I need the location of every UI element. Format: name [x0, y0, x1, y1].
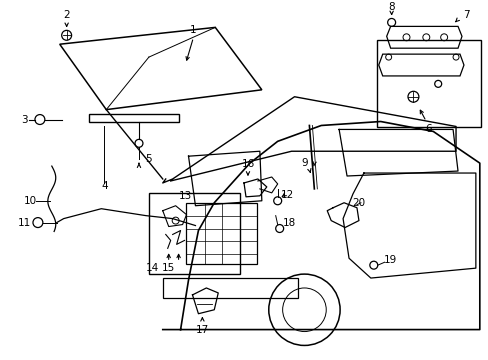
Text: 13: 13 — [179, 191, 192, 201]
Text: 5: 5 — [145, 154, 152, 164]
Text: 18: 18 — [283, 217, 296, 228]
Text: 1: 1 — [190, 25, 196, 35]
Text: 19: 19 — [383, 255, 396, 265]
Text: 16: 16 — [241, 159, 254, 169]
Text: 12: 12 — [281, 190, 294, 200]
Text: 2: 2 — [63, 10, 70, 21]
Text: 20: 20 — [352, 198, 365, 208]
Text: 3: 3 — [20, 114, 27, 125]
Text: 14: 14 — [146, 263, 159, 273]
Text: 17: 17 — [195, 325, 208, 334]
Bar — [148, 193, 240, 274]
Text: 9: 9 — [301, 158, 307, 168]
Text: 4: 4 — [101, 181, 107, 191]
Text: 8: 8 — [387, 1, 394, 12]
Text: 11: 11 — [18, 217, 31, 228]
Text: 7: 7 — [462, 9, 468, 19]
Text: 15: 15 — [162, 263, 175, 273]
Text: 6: 6 — [424, 125, 431, 134]
Bar — [185, 203, 256, 264]
Bar — [376, 40, 480, 127]
Text: 10: 10 — [23, 196, 37, 206]
